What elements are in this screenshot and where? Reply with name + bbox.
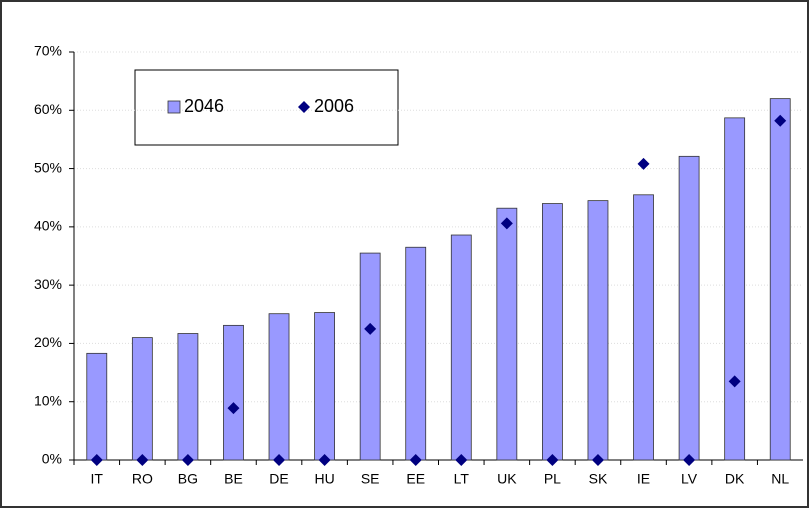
bar: [314, 312, 335, 461]
x-tick-label: EE: [406, 471, 425, 487]
bar: [223, 324, 244, 461]
bar: [359, 252, 381, 461]
marker: [318, 454, 331, 466]
marker: [546, 454, 559, 466]
bar: [633, 194, 654, 461]
bar: [542, 203, 563, 461]
x-tick-label: BE: [224, 471, 243, 487]
marker: [364, 322, 377, 335]
bar: [405, 246, 427, 461]
marker: [409, 454, 422, 466]
x-tick-label: RO: [132, 471, 153, 487]
x-tick-label: IE: [637, 471, 650, 487]
x-tick-label: LV: [681, 471, 698, 487]
marker: [273, 454, 286, 466]
legend-swatch: [167, 100, 181, 114]
x-tick-label: SK: [589, 471, 608, 487]
x-tick-label: NL: [771, 471, 789, 487]
bar: [450, 234, 472, 461]
x-tick-label: UK: [497, 471, 517, 487]
legend-swatch: [298, 101, 310, 113]
bar: [769, 98, 791, 461]
bar: [678, 155, 700, 461]
marker: [683, 454, 696, 466]
marker: [728, 375, 741, 388]
x-tick-label: DK: [725, 471, 745, 487]
marker: [181, 454, 194, 466]
x-tick-label: SE: [361, 471, 380, 487]
y-tick-label: 30%: [34, 276, 62, 292]
y-tick-label: 40%: [34, 218, 62, 234]
bar: [131, 337, 153, 461]
y-tick-label: 0%: [42, 451, 62, 467]
x-tick-label: PL: [544, 471, 561, 487]
bar: [724, 117, 746, 461]
legend-label: 2006: [314, 96, 354, 116]
marker: [455, 454, 468, 466]
y-tick-label: 20%: [34, 334, 62, 350]
x-tick-label: BG: [178, 471, 198, 487]
bar: [496, 207, 518, 461]
y-tick-label: 10%: [34, 392, 62, 408]
marker: [136, 454, 149, 466]
marker: [227, 402, 240, 415]
y-tick-label: 50%: [34, 159, 62, 175]
bar: [177, 333, 199, 461]
marker: [774, 114, 787, 127]
x-tick-label: HU: [314, 471, 334, 487]
bar: [86, 352, 108, 461]
marker: [591, 454, 604, 466]
x-tick-label: LT: [454, 471, 470, 487]
x-tick-label: DE: [269, 471, 288, 487]
marker: [500, 217, 513, 230]
bar: [268, 313, 290, 461]
marker: [90, 454, 103, 466]
y-tick-label: 70%: [34, 43, 62, 59]
bar: [587, 200, 609, 461]
y-tick-label: 60%: [34, 101, 62, 117]
legend-label: 2046: [184, 96, 224, 116]
marker: [637, 157, 650, 170]
x-tick-label: IT: [91, 471, 104, 487]
